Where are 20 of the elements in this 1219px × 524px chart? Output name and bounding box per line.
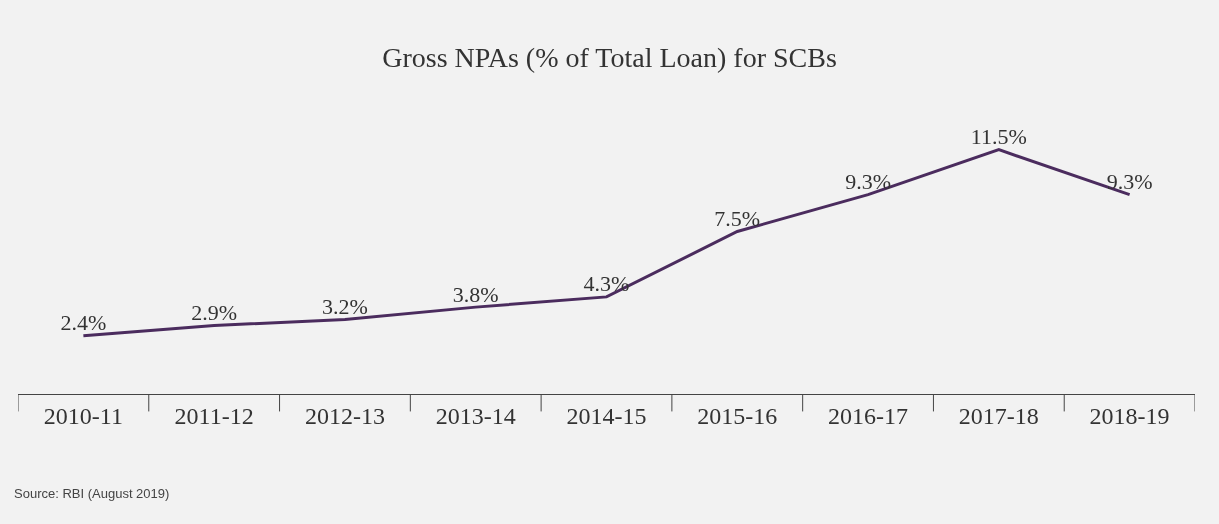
- data-label: 2.9%: [191, 300, 238, 326]
- x-tick-label: 2017-18: [958, 402, 1039, 429]
- x-tick-label: 2012-13: [304, 402, 385, 429]
- x-tick-label: 2013-14: [435, 402, 516, 429]
- data-label: 11.5%: [970, 124, 1027, 150]
- data-label: 9.3%: [845, 169, 891, 195]
- data-label: 3.2%: [322, 293, 368, 319]
- x-tick-label: 2015-16: [697, 402, 778, 429]
- chart-title: Gross NPAs (% of Total Loan) for SCBs: [382, 42, 837, 74]
- source-note: Source: RBI (August 2019): [14, 486, 170, 501]
- x-tick-label: 2018-19: [1089, 402, 1170, 429]
- x-tick-label: 2014-15: [566, 402, 647, 429]
- data-label: 2.4%: [60, 310, 107, 336]
- x-tick-label: 2011-12: [174, 402, 254, 429]
- data-label: 7.5%: [714, 205, 761, 231]
- data-label: 3.8%: [452, 281, 499, 307]
- x-tick-label: 2010-11: [43, 402, 123, 429]
- data-label: 9.3%: [1106, 169, 1153, 195]
- data-label: 4.3%: [583, 271, 630, 297]
- x-tick-label: 2016-17: [828, 402, 909, 429]
